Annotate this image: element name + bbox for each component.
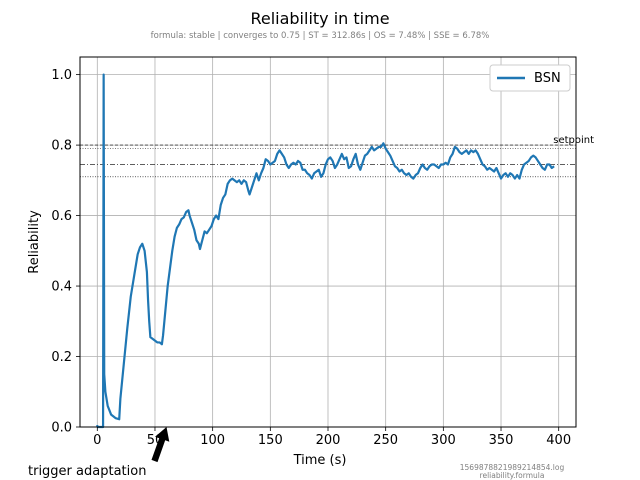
x-tick-label: 100 [200, 433, 225, 448]
footer-log-file: 1569878821989214854.log [460, 463, 565, 472]
footer-source: reliability.formula [480, 471, 545, 480]
x-tick-label: 200 [316, 433, 341, 448]
annotation: trigger adaptation [28, 427, 170, 479]
y-tick-label: 0.6 [51, 209, 72, 224]
ticks: 0 50 100 150 200 250 300 350 4000.00.20.40.60.81… [51, 68, 571, 448]
y-tick-label: 0.0 [51, 421, 72, 436]
y-tick-label: 0.4 [51, 280, 72, 295]
chart-subtitle: formula: stable | converges to 0.75 | ST… [151, 31, 490, 41]
x-tick-label: 0 [93, 433, 101, 448]
chart-title: Reliability in time [250, 9, 389, 28]
x-tick-label: 400 [546, 433, 571, 448]
legend: BSN [489, 64, 571, 92]
x-tick-label: 350 [489, 433, 514, 448]
series-line-bsn [97, 73, 555, 429]
y-tick-label: 0.8 [51, 139, 72, 154]
legend-box [489, 64, 571, 92]
setpoint-label: setpoint [553, 135, 594, 146]
legend-entry-bsn: BSN [534, 71, 561, 86]
series-layer [96, 73, 555, 429]
annotation-text: trigger adaptation [28, 464, 146, 479]
x-tick-label: 150 [258, 433, 283, 448]
grid [80, 57, 576, 428]
y-tick-label: 1.0 [51, 68, 72, 83]
x-tick-label: 250 [373, 433, 398, 448]
y-axis-label: Reliability [27, 210, 42, 274]
reference-lines: setpoint [80, 135, 594, 178]
y-tick-label: 0.2 [51, 350, 72, 365]
x-tick-label: 300 [431, 433, 456, 448]
x-axis-label: Time (s) [293, 453, 347, 468]
trigger-arrow-icon [151, 427, 170, 463]
